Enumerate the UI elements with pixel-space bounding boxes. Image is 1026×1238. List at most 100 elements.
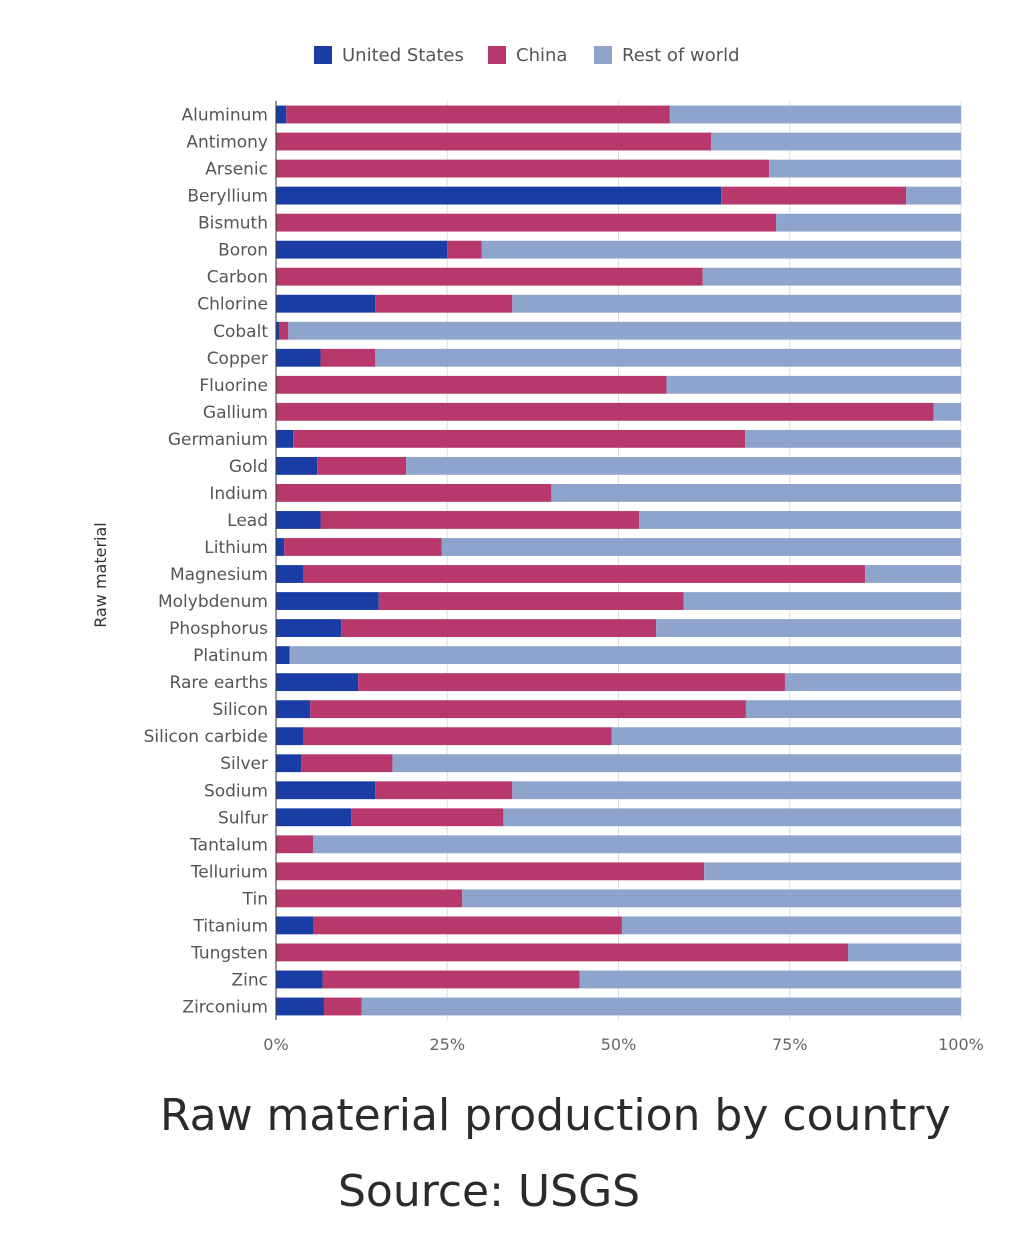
- bar-silicon-carbide-rest-of-world: [611, 727, 961, 746]
- bar-zirconium-rest-of-world: [361, 997, 961, 1016]
- category-label: Indium: [209, 484, 268, 504]
- x-tick-label: 25%: [429, 1035, 465, 1054]
- bar-molybdenum-rest-of-world: [683, 592, 961, 610]
- chart-legend: United States China Rest of world: [0, 40, 1026, 70]
- bar-indium-china: [276, 484, 552, 502]
- bar-gold-united-states: [276, 456, 318, 475]
- legend-swatch-rest-of-world: [594, 46, 612, 64]
- caption-source: Source: USGS: [338, 1166, 641, 1217]
- x-tick-label: 0%: [263, 1035, 288, 1054]
- bar-lithium-china: [284, 538, 442, 556]
- bar-fluorine-china: [276, 375, 667, 394]
- bar-arsenic-china: [276, 159, 770, 178]
- category-label: Molybdenum: [158, 592, 268, 612]
- bar-gallium-china: [276, 402, 934, 421]
- bar-copper-united-states: [276, 348, 321, 367]
- bar-tin-rest-of-world: [462, 889, 961, 908]
- category-label: Gold: [229, 457, 268, 477]
- bar-tellurium-china: [276, 862, 705, 881]
- category-label: Bismuth: [198, 214, 268, 234]
- bar-sulfur-china: [351, 808, 504, 827]
- bar-sodium-china: [375, 781, 513, 800]
- category-label: Silicon carbide: [144, 727, 268, 747]
- bar-titanium-rest-of-world: [621, 916, 961, 935]
- bar-copper-rest-of-world: [375, 348, 961, 367]
- category-label: Platinum: [193, 646, 268, 666]
- bar-tin-china: [276, 889, 463, 908]
- bar-boron-rest-of-world: [481, 240, 961, 259]
- bar-gold-rest-of-world: [406, 456, 961, 475]
- bar-magnesium-united-states: [276, 565, 304, 583]
- bar-phosphorus-china: [341, 619, 657, 637]
- legend-item-china: China: [488, 44, 567, 66]
- category-label: Carbon: [207, 268, 268, 288]
- bar-lithium-rest-of-world: [441, 538, 961, 556]
- bar-rare-earths-china: [358, 673, 785, 692]
- bar-silicon-china: [310, 700, 746, 719]
- bar-antimony-rest-of-world: [710, 132, 961, 151]
- bar-cobalt-united-states: [276, 321, 280, 340]
- bar-tungsten-rest-of-world: [847, 943, 961, 962]
- bar-phosphorus-united-states: [276, 619, 342, 637]
- bar-copper-china: [320, 348, 376, 367]
- legend-item-united-states: United States: [314, 44, 464, 66]
- category-label: Sodium: [204, 781, 268, 801]
- bar-tellurium-rest-of-world: [704, 862, 961, 881]
- category-label: Titanium: [193, 916, 269, 936]
- bar-chlorine-china: [375, 294, 513, 313]
- bar-cobalt-china: [279, 321, 289, 340]
- category-label: Antimony: [186, 133, 268, 153]
- bar-phosphorus-rest-of-world: [656, 619, 961, 637]
- bar-beryllium-china: [721, 186, 907, 205]
- bar-cobalt-rest-of-world: [288, 321, 962, 340]
- bar-bismuth-china: [276, 213, 777, 232]
- legend-swatch-china: [488, 46, 506, 64]
- bar-tungsten-china: [276, 943, 848, 962]
- bar-lead-china: [320, 511, 640, 529]
- category-label: Germanium: [168, 430, 268, 450]
- x-tick-label: 100%: [938, 1035, 984, 1054]
- bar-platinum-rest-of-world: [289, 646, 961, 665]
- bar-lead-united-states: [276, 511, 321, 529]
- bar-chlorine-rest-of-world: [512, 294, 961, 313]
- bar-magnesium-rest-of-world: [865, 565, 961, 583]
- bar-chlorine-united-states: [276, 294, 376, 313]
- category-label: Gallium: [203, 403, 268, 423]
- bar-zirconium-china: [323, 997, 362, 1016]
- bar-carbon-rest-of-world: [702, 267, 961, 286]
- category-label: Aluminum: [181, 106, 268, 126]
- bar-zinc-rest-of-world: [579, 970, 961, 989]
- bar-titanium-united-states: [276, 916, 314, 935]
- category-label: Tantalum: [189, 835, 268, 855]
- legend-label-rest-of-world: Rest of world: [622, 44, 740, 66]
- bar-zinc-china: [322, 970, 580, 989]
- category-label: Tungsten: [190, 943, 268, 963]
- bar-silicon-united-states: [276, 700, 311, 719]
- bar-bismuth-rest-of-world: [776, 213, 961, 232]
- legend-label-china: China: [516, 44, 568, 66]
- category-label: Phosphorus: [169, 619, 268, 639]
- category-label: Cobalt: [213, 322, 268, 342]
- bar-germanium-china: [293, 429, 746, 448]
- category-label: Copper: [207, 349, 268, 369]
- legend-label-united-states: United States: [342, 44, 464, 66]
- bar-fluorine-rest-of-world: [666, 375, 961, 394]
- y-axis-title: Raw material: [91, 522, 110, 628]
- caption-title: Raw material production by country: [160, 1090, 951, 1141]
- bar-germanium-rest-of-world: [745, 429, 961, 448]
- bar-molybdenum-china: [378, 592, 684, 610]
- bar-silicon-carbide-united-states: [276, 727, 304, 746]
- bar-magnesium-china: [303, 565, 866, 583]
- category-label: Tin: [242, 889, 268, 909]
- bar-beryllium-united-states: [276, 186, 722, 205]
- category-label: Zinc: [232, 970, 269, 990]
- bar-gallium-rest-of-world: [933, 402, 961, 421]
- bar-aluminum-united-states: [276, 105, 287, 124]
- category-label: Chlorine: [197, 295, 268, 315]
- bar-arsenic-rest-of-world: [769, 159, 961, 178]
- category-label: Silicon: [213, 700, 268, 720]
- bar-lithium-united-states: [276, 538, 285, 556]
- category-label: Arsenic: [205, 160, 268, 180]
- category-label: Tellurium: [190, 862, 268, 882]
- bar-indium-rest-of-world: [551, 484, 961, 502]
